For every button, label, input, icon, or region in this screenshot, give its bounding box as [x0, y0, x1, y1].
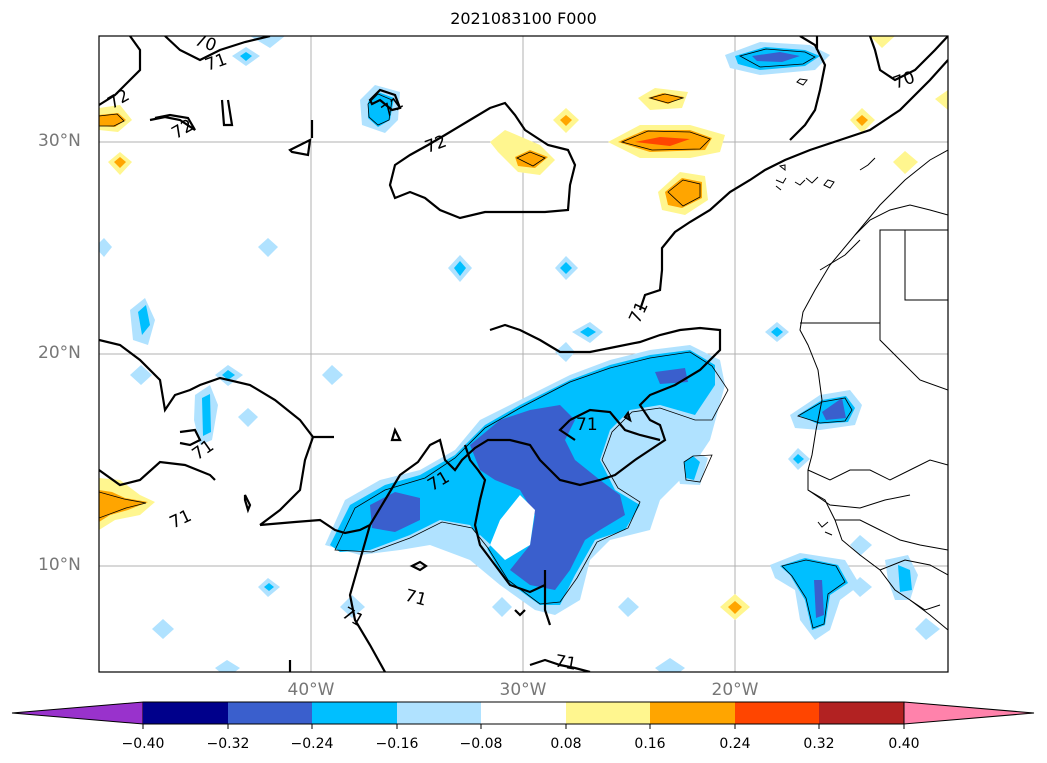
colorbar-tick-label: 0.24 — [719, 736, 751, 752]
lat-label-10n: 10°N — [38, 555, 81, 575]
colorbar — [11, 701, 1035, 729]
colorbar-tick-label: −0.32 — [206, 736, 250, 752]
colorbar-tick-label: −0.16 — [375, 736, 419, 752]
lon-label-30w: 30°W — [499, 680, 547, 700]
colorbar-extend-low — [11, 701, 144, 725]
contour-label-71: 71 — [167, 506, 195, 533]
contour-label-70: 70 — [192, 30, 219, 56]
contour-label-72: 72 — [168, 116, 197, 144]
lon-label-20w: 20°W — [711, 680, 759, 700]
map-frame — [98, 35, 949, 673]
coastlines — [775, 78, 948, 631]
map-plot-area: 70 71 72 72 72 71 70 71 71 71 71 71 71 7… — [99, 30, 948, 674]
colorbar-tick-label: 0.16 — [634, 736, 666, 752]
colorbar-extend-high — [903, 701, 1035, 725]
colorbar-tick-label: 0.08 — [550, 736, 582, 752]
colorbar-tick-label: −0.24 — [290, 736, 334, 752]
colorbar-tick-label: −0.40 — [121, 736, 165, 752]
contour-label-71: 71 — [553, 651, 578, 674]
negative-anomaly-shading — [99, 36, 940, 672]
colorbar-tick-label: −0.08 — [459, 736, 503, 752]
lon-label-40w: 40°W — [287, 680, 335, 700]
colorbar-tick-label: 0.32 — [803, 736, 835, 752]
colorbar-tick-label: 0.40 — [888, 736, 920, 752]
contour-label-71: 71 — [625, 298, 652, 326]
contour-label-71: 71 — [189, 436, 218, 465]
lat-label-20n: 20°N — [38, 343, 81, 363]
height-contours — [99, 36, 948, 672]
contour-label-71: 71 — [403, 586, 429, 611]
contour-label-71: 71 — [576, 415, 598, 435]
lat-label-30n: 30°N — [38, 131, 81, 151]
map-title: 2021083100 F000 — [450, 9, 597, 28]
